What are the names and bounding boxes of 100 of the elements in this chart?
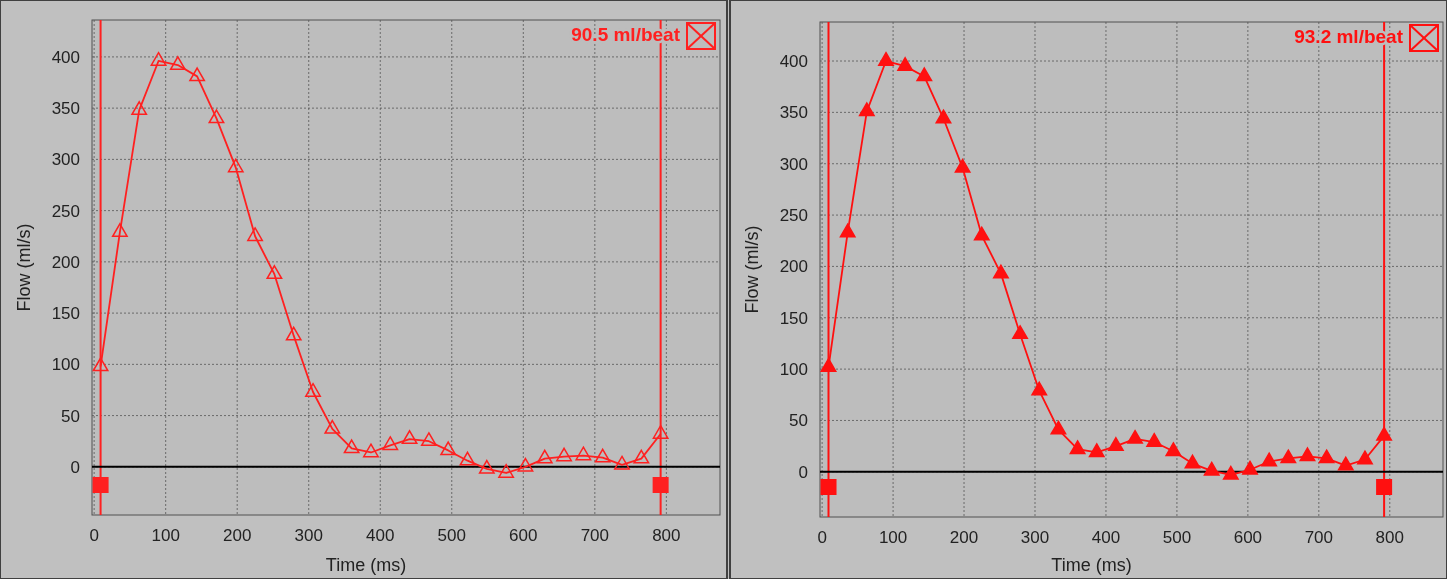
point bbox=[169, 56, 186, 71]
y-tick-label: 250 bbox=[51, 201, 80, 221]
x-tick-label: 600 bbox=[1233, 528, 1263, 547]
y-tick-label: 50 bbox=[789, 411, 808, 431]
y-tick-label: 350 bbox=[51, 99, 80, 119]
y-tick-label: 400 bbox=[51, 47, 80, 67]
point bbox=[594, 448, 611, 463]
point bbox=[208, 109, 225, 124]
point bbox=[614, 455, 630, 470]
point bbox=[131, 101, 148, 116]
point bbox=[916, 67, 933, 82]
y-tick-label: 350 bbox=[779, 103, 808, 123]
point bbox=[1069, 440, 1086, 455]
point bbox=[382, 436, 399, 451]
x-axis-title: Time (ms) bbox=[1051, 555, 1132, 575]
point bbox=[1280, 449, 1297, 464]
x-tick-label: 800 bbox=[652, 526, 681, 545]
point bbox=[266, 265, 283, 280]
point bbox=[150, 51, 167, 66]
point bbox=[285, 326, 302, 341]
y-tick-label: 400 bbox=[779, 52, 808, 72]
point bbox=[954, 158, 971, 173]
point bbox=[973, 226, 990, 241]
x-tick-label: 400 bbox=[1091, 528, 1121, 547]
y-tick-label: 50 bbox=[61, 406, 80, 426]
point bbox=[1146, 432, 1163, 447]
point bbox=[633, 449, 650, 464]
point bbox=[92, 357, 109, 372]
point bbox=[992, 264, 1009, 279]
point bbox=[1376, 426, 1393, 441]
point bbox=[1318, 449, 1335, 464]
x-tick-label: 600 bbox=[509, 526, 538, 545]
point bbox=[1242, 460, 1258, 475]
point bbox=[935, 109, 952, 124]
point bbox=[1107, 437, 1124, 452]
x-tick-label: 100 bbox=[878, 528, 908, 547]
y-tick-label: 0 bbox=[70, 457, 80, 477]
y-tick-label: 100 bbox=[51, 355, 80, 375]
point bbox=[1299, 447, 1316, 462]
point bbox=[1184, 454, 1201, 469]
x-tick-label: 0 bbox=[817, 528, 827, 547]
x-tick-label: 500 bbox=[437, 526, 466, 545]
point bbox=[1127, 429, 1144, 444]
y-axis-title: Flow (ml/s) bbox=[14, 223, 34, 312]
y-tick-label: 200 bbox=[779, 257, 808, 277]
point bbox=[1203, 461, 1220, 476]
point bbox=[1088, 443, 1105, 458]
point bbox=[324, 419, 341, 434]
point bbox=[111, 223, 128, 238]
y-tick-label: 150 bbox=[779, 308, 808, 328]
point bbox=[1165, 442, 1182, 457]
point bbox=[247, 227, 264, 242]
point bbox=[1222, 465, 1239, 480]
point bbox=[897, 57, 914, 72]
point bbox=[401, 430, 418, 445]
point bbox=[536, 449, 553, 464]
point bbox=[1261, 452, 1278, 467]
point bbox=[440, 441, 457, 456]
point bbox=[305, 382, 321, 397]
point bbox=[652, 424, 669, 439]
x-tick-label: 400 bbox=[366, 526, 395, 545]
x-tick-label: 500 bbox=[1162, 528, 1192, 547]
y-tick-label: 250 bbox=[779, 206, 808, 226]
y-tick-label: 150 bbox=[51, 304, 80, 324]
point bbox=[1356, 450, 1373, 465]
point bbox=[459, 451, 476, 466]
point bbox=[858, 102, 875, 117]
point bbox=[498, 463, 515, 478]
point bbox=[1012, 325, 1029, 340]
point bbox=[820, 357, 837, 372]
x-tick-label: 700 bbox=[1304, 528, 1334, 547]
x-tick-label: 300 bbox=[1020, 528, 1050, 547]
x-tick-label: 200 bbox=[223, 526, 252, 545]
y-tick-label: 0 bbox=[798, 462, 808, 482]
point bbox=[1031, 381, 1048, 396]
point bbox=[575, 446, 592, 461]
x-tick-label: 800 bbox=[1375, 528, 1404, 547]
y-tick-label: 300 bbox=[779, 154, 808, 174]
y-axis-title: Flow (ml/s) bbox=[742, 225, 762, 314]
point bbox=[517, 457, 534, 472]
point bbox=[478, 459, 495, 474]
point bbox=[839, 223, 856, 238]
point bbox=[556, 447, 573, 462]
point bbox=[1050, 420, 1067, 435]
x-tick-label: 700 bbox=[580, 526, 610, 545]
x-tick-label: 200 bbox=[949, 528, 979, 547]
x-axis-title: Time (ms) bbox=[325, 555, 407, 575]
point bbox=[343, 439, 360, 454]
point bbox=[420, 432, 437, 447]
x-tick-label: 0 bbox=[89, 526, 99, 545]
point bbox=[189, 67, 206, 82]
y-tick-label: 200 bbox=[51, 252, 80, 272]
point bbox=[227, 158, 244, 173]
point bbox=[878, 51, 894, 66]
y-tick-label: 300 bbox=[51, 150, 80, 170]
y-tick-label: 100 bbox=[779, 360, 808, 380]
point bbox=[362, 443, 379, 458]
x-tick-label: 100 bbox=[151, 526, 180, 545]
x-tick-label: 300 bbox=[294, 526, 323, 545]
point bbox=[1337, 456, 1354, 471]
